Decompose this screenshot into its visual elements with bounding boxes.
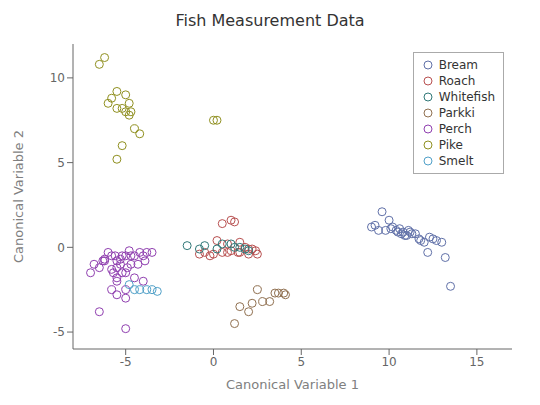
svg-text:0: 0 — [210, 355, 218, 369]
svg-text:10: 10 — [381, 355, 396, 369]
html-text:Perch: Perch — [438, 122, 472, 136]
svg-text:5: 5 — [297, 355, 305, 369]
svg-text:15: 15 — [469, 355, 484, 369]
svg-text:-5: -5 — [53, 325, 65, 339]
svg-text:10: 10 — [50, 71, 65, 85]
html-text:Whitefish: Whitefish — [438, 90, 495, 104]
html-text:Bream: Bream — [438, 58, 478, 72]
html-text:Fish Measurement Data: Fish Measurement Data — [175, 11, 365, 30]
svg-text:Canonical Variable 2: Canonical Variable 2 — [11, 130, 26, 263]
html-text:Parkki: Parkki — [438, 106, 475, 120]
svg-text:0: 0 — [57, 241, 65, 255]
svg-text:-5: -5 — [120, 355, 132, 369]
html-text:Smelt: Smelt — [438, 154, 474, 168]
html-text:Roach: Roach — [438, 74, 476, 88]
svg-text:Canonical Variable 1: Canonical Variable 1 — [226, 377, 359, 392]
html-text:Pike: Pike — [438, 138, 463, 152]
svg-text:5: 5 — [57, 156, 65, 170]
